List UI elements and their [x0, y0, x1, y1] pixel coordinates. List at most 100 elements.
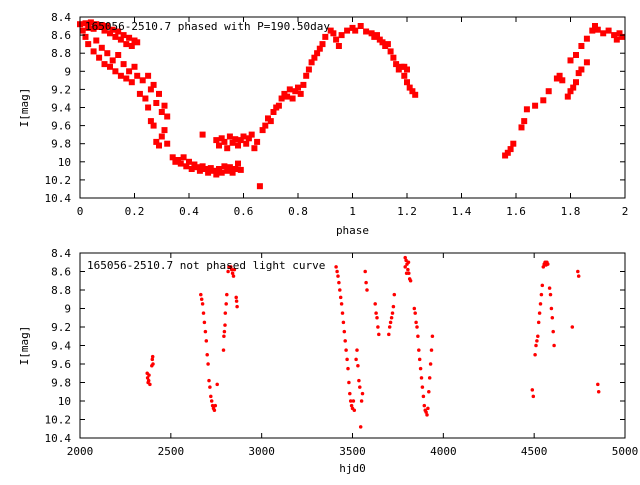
- data-point: [594, 26, 601, 33]
- data-point: [308, 59, 315, 66]
- data-point: [134, 39, 141, 46]
- data-point: [251, 145, 258, 152]
- data-point: [230, 271, 235, 276]
- data-point: [112, 33, 119, 40]
- data-point: [215, 382, 219, 387]
- data-point: [153, 138, 160, 145]
- data-point: [567, 57, 574, 64]
- y-tick-label: 9.8: [51, 138, 71, 151]
- x-tick-label: 4500: [521, 445, 548, 458]
- data-point: [256, 183, 263, 190]
- x-tick-label: 0.8: [288, 205, 308, 218]
- data-points-phased: [77, 19, 626, 190]
- data-point: [534, 343, 538, 348]
- data-point: [311, 54, 318, 61]
- data-point: [356, 364, 360, 368]
- data-point: [150, 357, 155, 362]
- data-point: [270, 109, 277, 115]
- data-point: [213, 403, 218, 408]
- data-point: [314, 50, 321, 57]
- y-axis-label: I[mag]: [18, 326, 31, 366]
- data-point: [292, 88, 299, 95]
- data-point: [156, 142, 162, 149]
- plot-frame: [79, 252, 626, 439]
- y-tick-label: 8.4: [51, 11, 71, 24]
- data-point: [153, 100, 160, 106]
- data-point: [146, 378, 151, 383]
- data-point: [289, 95, 296, 102]
- y-tick-label: 8.8: [51, 284, 71, 297]
- data-point: [600, 30, 607, 37]
- y-tick-label: 9: [64, 303, 71, 316]
- data-point: [126, 34, 133, 41]
- data-point: [357, 378, 361, 383]
- y-tick-label: 10: [58, 395, 71, 408]
- data-point: [158, 109, 165, 115]
- data-point: [334, 265, 338, 269]
- data-point: [363, 269, 367, 274]
- data-point: [222, 329, 227, 334]
- data-point: [391, 304, 396, 309]
- data-point: [98, 44, 105, 51]
- data-point: [578, 43, 585, 49]
- data-point: [96, 54, 103, 61]
- data-point: [384, 41, 391, 48]
- data-point: [429, 348, 434, 352]
- data-point: [226, 133, 233, 140]
- data-point: [128, 79, 135, 86]
- data-point: [240, 133, 247, 140]
- data-point: [583, 35, 590, 42]
- x-tick-label: 4000: [430, 445, 457, 458]
- data-point: [373, 302, 377, 306]
- data-point: [196, 167, 203, 174]
- data-point: [550, 315, 555, 320]
- data-point: [225, 292, 229, 297]
- data-point: [406, 267, 410, 272]
- data-point: [145, 376, 150, 380]
- data-point: [254, 138, 261, 145]
- data-point: [223, 311, 228, 315]
- data-point: [175, 157, 182, 163]
- x-tick-label: 2500: [158, 445, 185, 458]
- data-point: [408, 278, 413, 283]
- data-point: [201, 311, 206, 315]
- data-point: [85, 41, 92, 48]
- data-point: [573, 79, 579, 86]
- data-point: [267, 118, 274, 125]
- data-point: [536, 334, 540, 339]
- data-point: [523, 106, 530, 113]
- y-tick-label: 9.4: [51, 102, 71, 115]
- data-point: [414, 320, 418, 325]
- data-point: [223, 323, 227, 327]
- data-point: [338, 295, 343, 300]
- data-point: [134, 72, 141, 79]
- data-point: [150, 81, 157, 88]
- data-point: [424, 410, 428, 414]
- data-point: [131, 63, 138, 70]
- data-point: [164, 140, 171, 147]
- data-point: [101, 61, 108, 68]
- data-point: [549, 306, 554, 311]
- data-point: [406, 260, 411, 264]
- plot-panel-unphased: 2000 2500 3000 3500 4000 4500 5000 8.4 8.6 8.8 9 9.…: [18, 247, 638, 475]
- data-point: [427, 376, 432, 380]
- data-point: [90, 25, 97, 32]
- data-point: [101, 27, 108, 34]
- data-point: [295, 84, 301, 91]
- data-point: [387, 48, 394, 55]
- data-point: [151, 362, 155, 366]
- data-point: [142, 95, 149, 102]
- data-point: [209, 394, 213, 399]
- data-point: [575, 70, 582, 77]
- data-point: [115, 28, 122, 35]
- data-point: [596, 382, 600, 387]
- y-tick-label: 8.6: [51, 29, 71, 42]
- data-point: [216, 166, 222, 172]
- data-point: [352, 27, 359, 34]
- data-point: [564, 93, 571, 100]
- y-axis-label: I[mag]: [18, 88, 31, 128]
- data-point: [352, 408, 357, 412]
- data-point: [139, 77, 146, 84]
- data-point: [596, 390, 601, 394]
